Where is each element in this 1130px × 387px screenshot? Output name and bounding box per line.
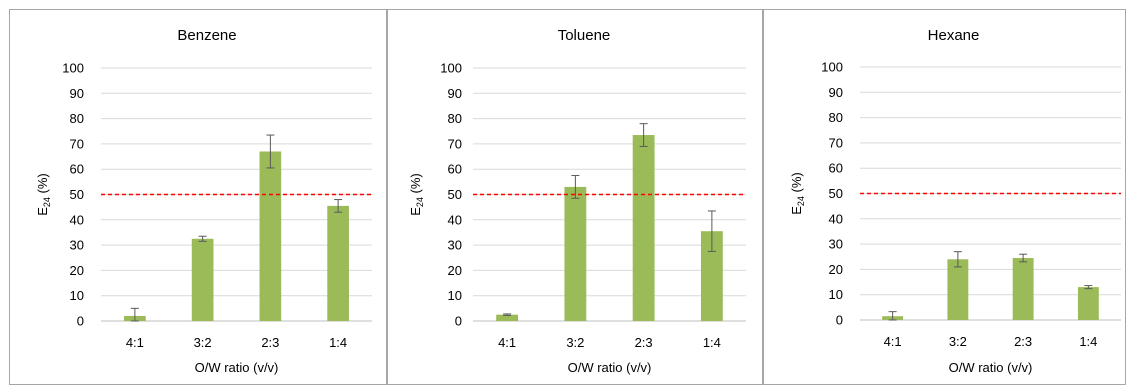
y-tick-label: 20 xyxy=(448,263,462,278)
y-axis-title: E24 (%) xyxy=(408,173,425,216)
y-tick-label: 60 xyxy=(448,162,462,177)
y-tick-label: 90 xyxy=(70,86,84,101)
y-tick-label: 80 xyxy=(448,111,462,126)
y-tick-label: 50 xyxy=(448,187,462,202)
y-tick-label: 70 xyxy=(829,135,843,150)
y-tick-label: 20 xyxy=(829,262,843,277)
x-tick-label: 3:2 xyxy=(566,335,584,350)
y-axis-title: E24 (%) xyxy=(35,173,52,216)
x-tick-label: 3:2 xyxy=(949,334,967,349)
y-tick-label: 0 xyxy=(77,314,84,329)
y-tick-label: 100 xyxy=(821,60,843,75)
y-tick-label: 50 xyxy=(70,187,84,202)
x-axis-title: O/W ratio (v/v) xyxy=(195,360,279,375)
y-tick-label: 80 xyxy=(70,111,84,126)
chart-panel-toluene: Toluene 0 10 20 30 40 50 60 70 80 90 100 4:1 3:2 2:3 1:… xyxy=(387,9,763,385)
x-tick-label: 1:4 xyxy=(1079,334,1097,349)
x-tick-label: 1:4 xyxy=(703,335,721,350)
x-tick-label: 4:1 xyxy=(498,335,516,350)
x-tick-label: 4:1 xyxy=(884,334,902,349)
chart-title: Hexane xyxy=(928,27,980,44)
chart-svg: Hexane 0 10 20 30 40 50 60 70 80 90 100 4:1 3:2 2:3 1:4… xyxy=(789,27,1121,375)
x-tick-label: 1:4 xyxy=(329,335,347,350)
y-tick-label: 60 xyxy=(829,161,843,176)
y-tick-label: 70 xyxy=(70,136,84,151)
bar xyxy=(191,238,214,321)
y-tick-label: 0 xyxy=(455,314,462,329)
x-tick-label: 2:3 xyxy=(261,335,279,350)
y-tick-label: 20 xyxy=(70,263,84,278)
bar xyxy=(632,135,655,321)
y-tick-label: 0 xyxy=(836,313,843,328)
chart-svg: Benzene 0 10 20 30 40 50 60 70 80 90 100 4:1 3:2 2:3 1:… xyxy=(35,27,372,375)
y-tick-label: 50 xyxy=(829,186,843,201)
y-tick-label: 10 xyxy=(70,288,84,303)
y-tick-label: 100 xyxy=(440,61,462,76)
x-axis-title: O/W ratio (v/v) xyxy=(568,360,652,375)
chart-svg: Toluene 0 10 20 30 40 50 60 70 80 90 100 4:1 3:2 2:3 1:… xyxy=(408,27,746,375)
y-tick-label: 30 xyxy=(448,238,462,253)
x-axis-title: O/W ratio (v/v) xyxy=(949,360,1033,375)
x-tick-label: 2:3 xyxy=(635,335,653,350)
y-tick-label: 60 xyxy=(70,162,84,177)
bar xyxy=(947,259,969,320)
x-tick-label: 4:1 xyxy=(126,335,144,350)
y-tick-label: 100 xyxy=(62,61,84,76)
y-tick-label: 40 xyxy=(448,212,462,227)
chart-panel-benzene: Benzene 0 10 20 30 40 50 60 70 80 90 100 4:1 3:2 2:3 1:… xyxy=(9,9,387,385)
y-tick-label: 30 xyxy=(829,237,843,252)
x-tick-label: 3:2 xyxy=(194,335,212,350)
chart-panel-hexane: Hexane 0 10 20 30 40 50 60 70 80 90 100 4:1 3:2 2:3 1:4… xyxy=(763,9,1126,385)
bar xyxy=(327,205,349,321)
y-tick-label: 70 xyxy=(448,136,462,151)
y-tick-label: 10 xyxy=(448,288,462,303)
y-axis-title: E24 (%) xyxy=(789,172,806,215)
y-tick-label: 30 xyxy=(70,238,84,253)
y-tick-label: 80 xyxy=(829,110,843,125)
bar xyxy=(1012,258,1034,320)
x-tick-label: 2:3 xyxy=(1014,334,1032,349)
y-tick-label: 90 xyxy=(448,86,462,101)
chart-title: Toluene xyxy=(558,27,611,44)
y-tick-label: 40 xyxy=(70,212,84,227)
bar xyxy=(700,231,723,321)
bar xyxy=(259,151,282,321)
y-tick-label: 40 xyxy=(829,211,843,226)
chart-title: Benzene xyxy=(177,27,236,44)
bar xyxy=(1077,287,1099,320)
bar xyxy=(496,314,519,321)
y-tick-label: 90 xyxy=(829,85,843,100)
bar xyxy=(564,186,587,321)
y-tick-label: 10 xyxy=(829,287,843,302)
